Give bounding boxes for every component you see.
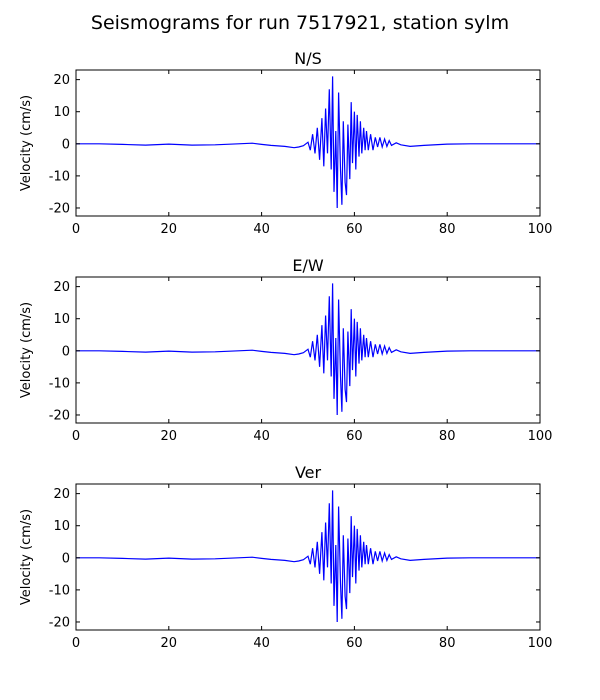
x-tick-label: 20 [161, 429, 178, 444]
axes-frame [75, 276, 541, 424]
axes-frame [75, 483, 541, 631]
y-tick-label: 10 [53, 519, 70, 534]
y-tick-label: 20 [53, 73, 70, 88]
axes-frame [75, 69, 541, 217]
x-tick-label: 20 [161, 636, 178, 651]
y-tick-label: 0 [62, 551, 70, 566]
subplot-title: Ver [295, 463, 322, 482]
y-axis-label: Velocity (cm/s) [19, 509, 34, 605]
x-tick-label: 80 [439, 222, 456, 237]
y-tick-label: -20 [49, 408, 70, 423]
x-tick-label: 100 [528, 429, 553, 444]
series-line-0 [76, 76, 540, 209]
y-tick-label: 0 [62, 344, 70, 359]
y-tick-label: -10 [49, 583, 70, 598]
y-tick-label: 10 [53, 312, 70, 327]
x-tick-label: 40 [253, 222, 270, 237]
series-line-0 [76, 283, 540, 416]
y-tick-label: -20 [49, 201, 70, 216]
figure-title: Seismograms for run 7517921, station syl… [91, 12, 509, 34]
x-tick-label: 40 [253, 636, 270, 651]
y-tick-label: 10 [53, 105, 70, 120]
y-axis-label: Velocity (cm/s) [19, 95, 34, 191]
series-line-0 [76, 490, 540, 623]
x-tick-label: 20 [161, 222, 178, 237]
y-tick-label: 20 [53, 487, 70, 502]
x-tick-label: 100 [528, 222, 553, 237]
x-tick-label: 80 [439, 429, 456, 444]
x-tick-label: 60 [346, 429, 363, 444]
y-tick-label: -10 [49, 169, 70, 184]
x-tick-label: 100 [528, 636, 553, 651]
subplot-title: N/S [294, 49, 322, 68]
x-tick-label: 0 [72, 636, 80, 651]
x-tick-label: 60 [346, 222, 363, 237]
x-tick-label: 60 [346, 636, 363, 651]
y-tick-label: -10 [49, 376, 70, 391]
x-tick-label: 0 [72, 429, 80, 444]
y-tick-label: 0 [62, 137, 70, 152]
y-tick-label: 20 [53, 280, 70, 295]
x-tick-label: 0 [72, 222, 80, 237]
y-tick-label: -20 [49, 615, 70, 630]
subplot-title: E/W [292, 256, 324, 275]
x-tick-label: 80 [439, 636, 456, 651]
x-tick-label: 40 [253, 429, 270, 444]
y-axis-label: Velocity (cm/s) [19, 302, 34, 398]
